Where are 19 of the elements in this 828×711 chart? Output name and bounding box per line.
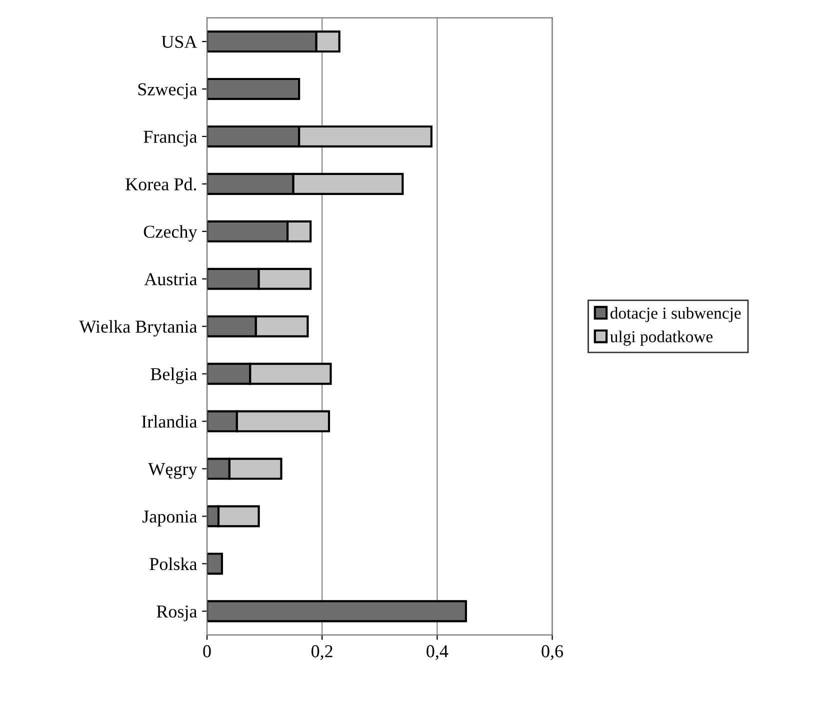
y-tick-label: Austria [144, 273, 198, 286]
y-tick-label: Rosja [156, 605, 198, 622]
y-tick-label: Belgia [150, 368, 198, 384]
x-tick-label: 0,2 [311, 645, 332, 660]
y-tick-label: Irlandia [142, 415, 198, 428]
y-tick-label: Japonia [142, 510, 198, 526]
y-tick-label: Wielka Brytania [79, 320, 198, 337]
y-tick-label: Korea Pd. [126, 178, 196, 190]
y-tick-label: Francja [144, 130, 198, 147]
x-tick-label: 0,4 [426, 645, 448, 660]
y-tick-label: Polska [150, 557, 198, 570]
y-tick-label: Czechy [144, 225, 198, 242]
x-tick-label: 0 [203, 645, 211, 658]
y-tick-label: USA [162, 36, 198, 48]
x-tick-label: 0,6 [542, 645, 564, 660]
legend-label: dotacje i subwencje [610, 307, 741, 322]
legend-label: ulgi podatkowe [610, 330, 713, 346]
y-tick-label: Szwecja [138, 83, 198, 100]
y-tick-label: Węgry [148, 463, 198, 479]
